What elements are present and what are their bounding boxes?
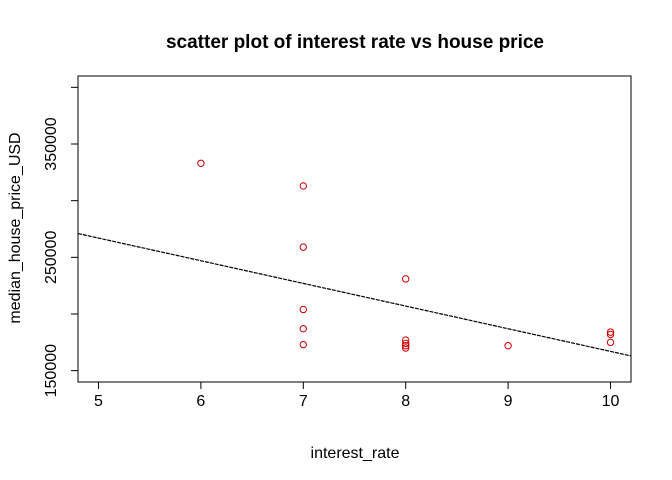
x-tick-label: 5 [94,393,103,410]
y-tick-label: 150000 [43,344,60,397]
data-point [299,305,307,314]
points-layer [197,159,615,352]
data-point [606,338,615,347]
data-point [606,328,615,336]
data-point [402,339,410,348]
data-point [299,243,307,251]
x-tick-label: 7 [299,393,308,410]
data-point [299,325,307,333]
y-tick-label: 250000 [43,231,60,284]
data-point [299,340,307,349]
data-point [606,330,615,339]
plot-area-border [77,75,632,383]
chart-title: scatter plot of interest rate vs house p… [166,32,544,53]
data-point [402,275,410,283]
data-point [504,342,512,350]
data-point [402,342,410,350]
data-point [299,182,307,190]
x-tick-label: 8 [401,393,410,410]
regression-line [78,232,631,357]
data-point [402,344,410,352]
data-point [197,159,205,167]
y-axis-label: median_house_price_USD [7,132,24,323]
x-axis-label: interest_rate [311,445,400,462]
x-tick-label: 10 [602,393,620,410]
x-axis: 5 6 7 8 9 10 [94,382,620,410]
y-tick-label: 350000 [43,117,60,170]
x-tick-label: 9 [504,393,513,410]
data-point [402,336,410,344]
x-tick-label: 6 [196,393,205,410]
y-axis: 150000 250000 350000 [43,86,79,397]
regression-line-layer [78,232,631,357]
